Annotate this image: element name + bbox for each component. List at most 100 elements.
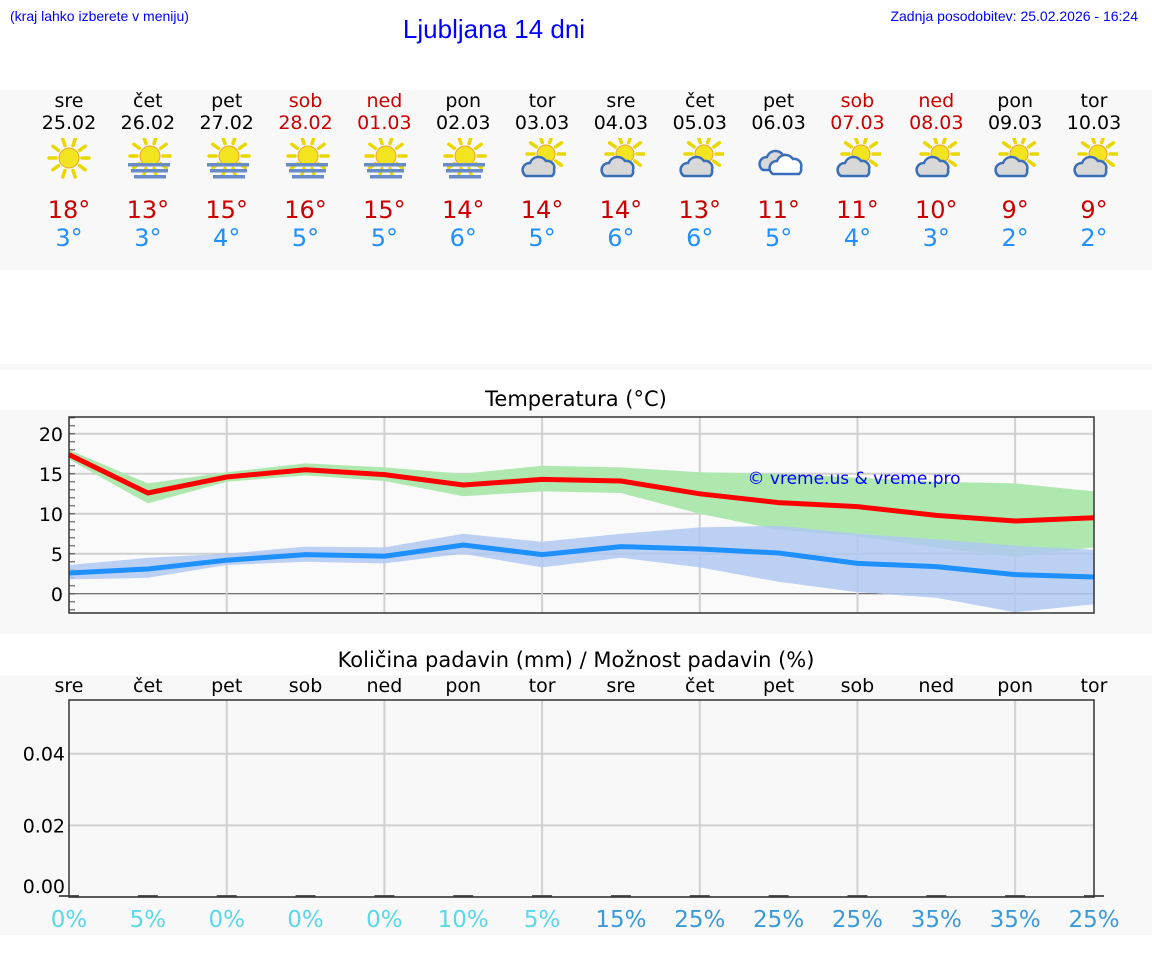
day-label: tor (1081, 675, 1108, 697)
day-forecast: ned 08.03 10° 3° (896, 90, 976, 252)
min-temp-range-band (69, 525, 1094, 613)
precip-bar (610, 895, 631, 897)
precip-probability: 35% (911, 907, 962, 933)
precip-probability: 0% (287, 907, 324, 933)
day-name: pet (763, 90, 795, 112)
precipitation-chart-title: Količina padavin (mm) / Možnost padavin … (337, 648, 815, 672)
day-name: pet (211, 90, 243, 112)
precip-bar (1005, 895, 1026, 897)
precip-probability: 25% (832, 907, 883, 933)
page-title: Ljubljana 14 dni (402, 14, 586, 44)
temp-max: 15° (363, 196, 406, 224)
temp-max: 9° (1001, 196, 1029, 224)
day-date: 07.03 (830, 112, 885, 134)
day-date: 09.03 (987, 112, 1043, 134)
sun-icon (47, 138, 91, 179)
sun-fog-icon (206, 138, 251, 179)
day-label: pet (211, 675, 242, 697)
temp-min: 6° (686, 224, 714, 252)
day-name: sob (288, 90, 323, 112)
day-name: sre (54, 90, 84, 112)
plot-frame (68, 699, 1095, 898)
sun-cloud-icon (600, 138, 645, 178)
precip-probability: 0% (208, 907, 245, 933)
sun-fog-icon (127, 138, 172, 179)
day-forecast: tor 10.03 9° 2° (1054, 90, 1134, 252)
y-tick-label: 20 (39, 424, 63, 446)
y-tick-label: 0.00 (23, 876, 65, 898)
day-name: sre (606, 90, 636, 112)
location-hint: (kraj lahko izberete v meniju) (10, 8, 189, 24)
day-label: sre (606, 675, 635, 697)
temperature-chart: 0 5 10 15 20 © vreme.us & vreme.pro (39, 416, 1095, 614)
day-forecast: sre 25.02 18° 3° (29, 90, 109, 252)
day-name: čet (684, 90, 715, 112)
y-tick-label: 0 (51, 584, 63, 606)
day-date: 08.03 (909, 112, 964, 134)
precip-probability: 5% (524, 907, 561, 933)
day-forecast: sob 28.02 16° 5° (266, 90, 346, 252)
temp-max: 14° (520, 196, 564, 224)
day-forecast: tor 03.03 14° 5° (502, 90, 582, 252)
day-label: čet (133, 675, 163, 697)
temp-min: 3° (922, 224, 950, 252)
temp-min: 6° (449, 224, 477, 252)
temp-max: 14° (599, 196, 643, 224)
sun-cloud-icon (679, 138, 724, 178)
day-date: 04.03 (593, 112, 649, 134)
day-name: ned (366, 90, 403, 112)
clouds-icon (758, 149, 803, 176)
day-name: pon (997, 90, 1033, 112)
day-forecast: pon 09.03 9° 2° (975, 90, 1055, 252)
temp-min: 5° (370, 224, 399, 252)
precip-probability: 25% (674, 907, 725, 933)
precip-probability: 10% (438, 907, 489, 933)
precip-bar (689, 895, 710, 897)
day-name: ned (918, 90, 955, 112)
sun-cloud-icon (915, 138, 961, 178)
day-date: 28.02 (278, 112, 333, 134)
max-temp-range-band (69, 449, 1094, 557)
day-date: 06.03 (751, 112, 806, 134)
sun-cloud-icon (836, 138, 882, 178)
daily-forecast: sre 25.02 18° 3° čet 26.02 13° 3° pet 27.02 15° 4° s… (0, 90, 1152, 270)
y-tick-label: 0.04 (23, 744, 65, 766)
day-name: tor (528, 90, 556, 112)
sun-cloud-icon (521, 138, 567, 178)
precip-bar (532, 895, 553, 897)
day-forecast: čet 05.03 13° 6° (660, 90, 740, 252)
day-label: sob (841, 675, 875, 697)
plot-frame (68, 416, 1095, 614)
day-label: pon (445, 675, 481, 697)
day-label: ned (918, 675, 954, 697)
day-date: 10.03 (1066, 112, 1122, 134)
day-forecast: pet 06.03 11° 5° (739, 90, 819, 252)
day-name: pon (445, 90, 482, 112)
sun-fog-icon (285, 138, 330, 179)
day-name: sob (840, 90, 875, 112)
temp-min: 4° (843, 224, 872, 252)
day-date: 05.03 (672, 112, 727, 134)
precip-bar (137, 895, 158, 897)
temp-max: 11° (836, 196, 879, 224)
temp-max: 9° (1080, 196, 1108, 224)
temp-max: 14° (441, 196, 485, 224)
day-date: 03.03 (514, 112, 570, 134)
temp-min: 5° (291, 224, 320, 252)
day-forecast: sob 07.03 11° 4° (817, 90, 897, 252)
y-tick-label: 15 (39, 464, 63, 486)
y-tick-label: 0.02 (23, 815, 65, 837)
divider (0, 364, 1152, 370)
precipitation-chart-bg (0, 675, 1152, 935)
day-forecast: ned 01.03 15° 5° (344, 90, 424, 252)
day-label: sre (55, 675, 84, 697)
temp-min: 3° (55, 224, 83, 252)
day-date: 26.02 (120, 112, 176, 134)
precip-probability: 15% (595, 907, 646, 933)
day-label: ned (366, 675, 402, 697)
precip-probability: 5% (130, 907, 167, 933)
sun-cloud-icon (994, 138, 1040, 178)
temp-max: 13° (126, 196, 170, 224)
day-date: 25.02 (41, 112, 97, 134)
precip-bar (847, 895, 868, 897)
